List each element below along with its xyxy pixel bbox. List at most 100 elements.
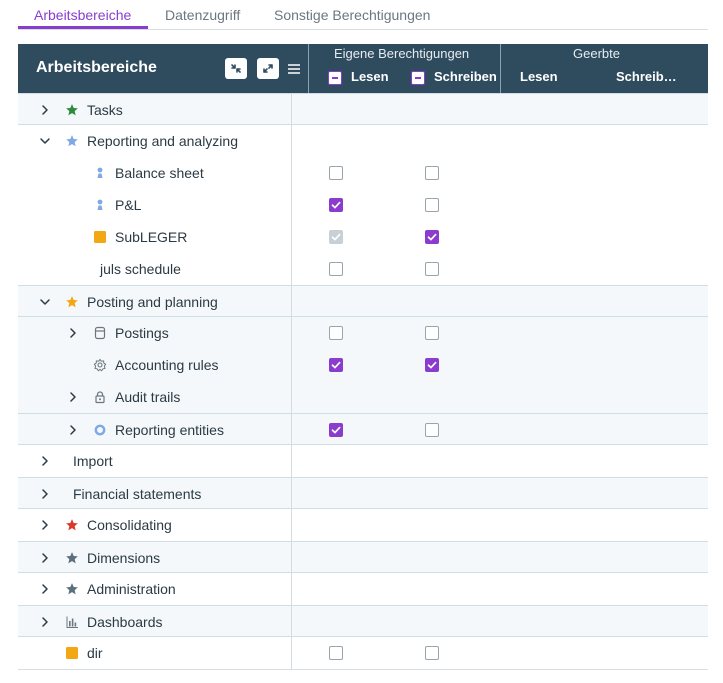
tree-row-posting-and-planning[interactable]: Posting and planning (18, 285, 708, 317)
row-label: Dashboards (87, 614, 163, 630)
column-own-write: Schreiben (434, 69, 497, 84)
hamburger-icon (288, 64, 300, 74)
row-label: P&L (115, 197, 142, 213)
tree-row-dir[interactable]: dir (18, 637, 708, 669)
square-icon-orange (65, 646, 79, 660)
chevron-right-icon[interactable] (38, 454, 52, 468)
tab-datenzugriff[interactable]: Datenzugriff (165, 7, 241, 23)
write-checkbox-postings[interactable] (425, 326, 439, 340)
write-checkbox-dir[interactable] (425, 646, 439, 660)
star-icon-blue (65, 134, 79, 148)
chart-icon (65, 615, 79, 629)
row-label: Posting and planning (87, 294, 218, 310)
chevron-right-icon[interactable] (38, 582, 52, 596)
expand-all-button[interactable] (257, 58, 279, 79)
write-checkbox-juls-schedule[interactable] (425, 262, 439, 276)
chevron-right-icon[interactable] (66, 423, 80, 437)
circle-icon-blue (93, 423, 107, 437)
header-divider (500, 44, 501, 93)
read-checkbox-postings[interactable] (329, 326, 343, 340)
row-label: Consolidating (87, 517, 172, 533)
row-label: Administration (87, 581, 176, 597)
header-divider (308, 44, 309, 93)
tab-bar: Arbeitsbereiche Datenzugriff Sonstige Be… (18, 0, 708, 30)
person-icon (93, 166, 107, 180)
database-icon (93, 326, 107, 340)
write-checkbox-reporting-entities[interactable] (425, 423, 439, 437)
chevron-right-icon[interactable] (38, 487, 52, 501)
tree-row-balance-sheet[interactable]: Balance sheet (18, 157, 708, 189)
tree-row-reporting-entities[interactable]: Reporting entities (18, 413, 708, 445)
column-inherited-read: Lesen (520, 69, 558, 84)
tree-row-tasks[interactable]: Tasks (18, 93, 708, 125)
row-label: Postings (115, 325, 169, 341)
tree-row-subleger[interactable]: SubLEGER (18, 221, 708, 253)
gear-icon (93, 358, 107, 372)
tree-row-postings[interactable]: Postings (18, 317, 708, 349)
collapse-arrows-icon (231, 64, 241, 73)
row-label: Import (73, 453, 113, 469)
tree-row-audit-trails[interactable]: Audit trails (18, 381, 708, 413)
row-label: juls schedule (100, 261, 181, 277)
active-tab-indicator (18, 26, 148, 29)
tab-sonstige-berechtigungen[interactable]: Sonstige Berechtigungen (274, 7, 431, 23)
star-icon-gray (65, 582, 79, 596)
write-checkbox-balance-sheet[interactable] (425, 166, 439, 180)
read-checkbox-subleger (329, 230, 343, 244)
table-bottom-border (18, 669, 708, 670)
tree-row-dimensions[interactable]: Dimensions (18, 541, 708, 573)
chevron-right-icon[interactable] (38, 615, 52, 629)
chevron-down-icon[interactable] (38, 134, 52, 148)
row-label: Tasks (87, 102, 123, 118)
column-menu-button[interactable] (288, 62, 300, 74)
tree-row-consolidating[interactable]: Consolidating (18, 509, 708, 541)
write-checkbox-pandl[interactable] (425, 198, 439, 212)
tree-row-reporting-and-analyzing[interactable]: Reporting and analyzing (18, 125, 708, 157)
tree-row-accounting-rules[interactable]: Accounting rules (18, 349, 708, 381)
chevron-right-icon[interactable] (38, 518, 52, 532)
row-label: Reporting and analyzing (87, 133, 238, 149)
star-icon-orange (65, 295, 79, 309)
row-label: Financial statements (73, 486, 202, 502)
tree-row-administration[interactable]: Administration (18, 573, 708, 605)
chevron-right-icon[interactable] (66, 390, 80, 404)
read-checkbox-pandl[interactable] (329, 198, 343, 212)
chevron-right-icon[interactable] (38, 103, 52, 117)
row-label: Dimensions (87, 550, 161, 566)
chevron-down-icon[interactable] (38, 295, 52, 309)
row-label: SubLEGER (115, 229, 188, 245)
write-checkbox-accounting-rules[interactable] (425, 358, 439, 372)
row-label: dir (87, 645, 103, 661)
own-read-select-all-checkbox[interactable] (328, 71, 342, 85)
chevron-right-icon[interactable] (38, 551, 52, 565)
column-title-arbeitsbereiche: Arbeitsbereiche (36, 59, 157, 76)
read-checkbox-balance-sheet[interactable] (329, 166, 343, 180)
square-icon-orange (93, 230, 107, 244)
row-label: Balance sheet (115, 165, 204, 181)
tree-row-dashboards[interactable]: Dashboards (18, 605, 708, 637)
tab-arbeitsbereiche[interactable]: Arbeitsbereiche (34, 7, 132, 23)
column-divider (291, 93, 292, 670)
collapse-all-button[interactable] (225, 58, 247, 79)
tree-row-import[interactable]: Import (18, 445, 708, 477)
tree-row-pandl[interactable]: P&L (18, 189, 708, 221)
lock-icon (93, 390, 107, 404)
group-geerbte: Geerbte (573, 46, 620, 61)
expand-arrows-icon (263, 64, 273, 73)
star-icon-gray (65, 551, 79, 565)
chevron-right-icon[interactable] (66, 326, 80, 340)
tree-row-juls-schedule[interactable]: juls schedule (18, 253, 708, 285)
table-header: Arbeitsbereiche Eigene Berechtigungen Ge… (18, 44, 708, 93)
group-eigene-berechtigungen: Eigene Berechtigungen (334, 46, 470, 61)
own-write-select-all-checkbox[interactable] (411, 71, 425, 85)
star-icon-red (65, 518, 79, 532)
read-checkbox-dir[interactable] (329, 646, 343, 660)
tree-row-financial-statements[interactable]: Financial statements (18, 477, 708, 509)
row-label: Accounting rules (115, 357, 219, 373)
read-checkbox-juls-schedule[interactable] (329, 262, 343, 276)
read-checkbox-accounting-rules[interactable] (329, 358, 343, 372)
read-checkbox-reporting-entities[interactable] (329, 423, 343, 437)
person-icon (93, 198, 107, 212)
write-checkbox-subleger[interactable] (425, 230, 439, 244)
row-label: Reporting entities (115, 422, 224, 438)
